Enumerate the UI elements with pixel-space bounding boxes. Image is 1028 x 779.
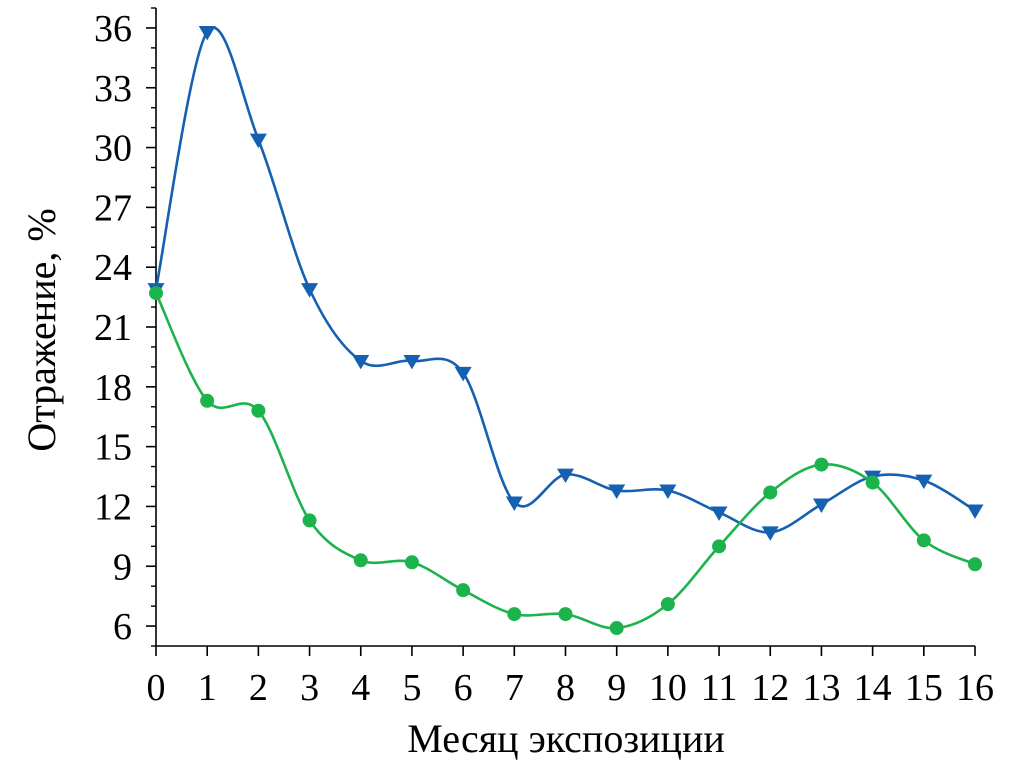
- data-point: [557, 468, 574, 484]
- x-tick-label: 1: [198, 667, 217, 709]
- y-tick-label: 6: [113, 606, 132, 648]
- data-point: [251, 403, 266, 418]
- x-tick-label: 13: [802, 667, 840, 709]
- x-tick-label: 14: [854, 667, 892, 709]
- data-point: [302, 513, 317, 528]
- data-point: [710, 506, 728, 521]
- x-tick-label: 3: [300, 667, 319, 709]
- data-point: [404, 555, 419, 570]
- series-1: [147, 25, 984, 541]
- data-point: [966, 504, 984, 519]
- x-tick-label: 10: [649, 667, 687, 709]
- data-point: [149, 286, 163, 301]
- data-point: [198, 25, 216, 41]
- data-point: [353, 553, 368, 568]
- data-point: [505, 496, 523, 511]
- y-tick-label: 27: [94, 187, 132, 229]
- y-tick-label: 36: [94, 8, 132, 50]
- y-tick-label: 9: [113, 546, 132, 588]
- y-tick-label: 12: [94, 486, 132, 528]
- y-tick-label: 30: [94, 128, 132, 170]
- data-point: [916, 533, 931, 548]
- data-point: [608, 484, 626, 499]
- data-point: [352, 354, 370, 370]
- x-tick-label: 5: [402, 667, 421, 709]
- data-point: [812, 498, 830, 513]
- y-tick-label: 21: [94, 307, 132, 349]
- x-tick-label: 16: [956, 667, 994, 709]
- x-tick-label: 2: [249, 667, 268, 709]
- data-point: [660, 597, 675, 612]
- data-point: [507, 607, 522, 622]
- data-point: [609, 621, 624, 636]
- data-point: [712, 539, 727, 554]
- x-tick-label: 8: [556, 667, 575, 709]
- series-line: [154, 26, 976, 534]
- data-point: [659, 484, 677, 499]
- data-point: [558, 607, 573, 622]
- x-tick-label: 0: [147, 667, 166, 709]
- x-tick-label: 12: [751, 667, 789, 709]
- data-point: [814, 457, 829, 472]
- y-tick-label: 15: [94, 427, 132, 469]
- data-point: [249, 133, 267, 149]
- x-tick-label: 7: [505, 667, 524, 709]
- data-point: [761, 526, 779, 541]
- data-point: [301, 283, 319, 298]
- y-tick-label: 33: [94, 68, 132, 110]
- y-tick-label: 18: [94, 367, 132, 409]
- x-tick-label: 9: [607, 667, 626, 709]
- series-line: [154, 292, 976, 630]
- axes: [155, 8, 975, 647]
- data-point: [763, 485, 778, 500]
- series-layer: [147, 25, 984, 636]
- series-2: [149, 286, 982, 636]
- data-point: [454, 366, 472, 382]
- x-tick-label: 6: [454, 667, 473, 709]
- x-axis-label: Месяц экспозиции: [407, 716, 725, 761]
- data-point: [456, 583, 471, 598]
- y-axis-label: Отражение, %: [19, 208, 64, 451]
- y-tick-label: 24: [94, 247, 132, 289]
- x-tick-label: 4: [351, 667, 370, 709]
- data-point: [915, 474, 933, 490]
- x-tick-label: 15: [905, 667, 943, 709]
- data-point: [200, 393, 215, 408]
- data-point: [865, 475, 880, 490]
- data-point: [403, 354, 421, 370]
- x-tick-label: 11: [701, 667, 738, 709]
- data-point: [968, 557, 982, 572]
